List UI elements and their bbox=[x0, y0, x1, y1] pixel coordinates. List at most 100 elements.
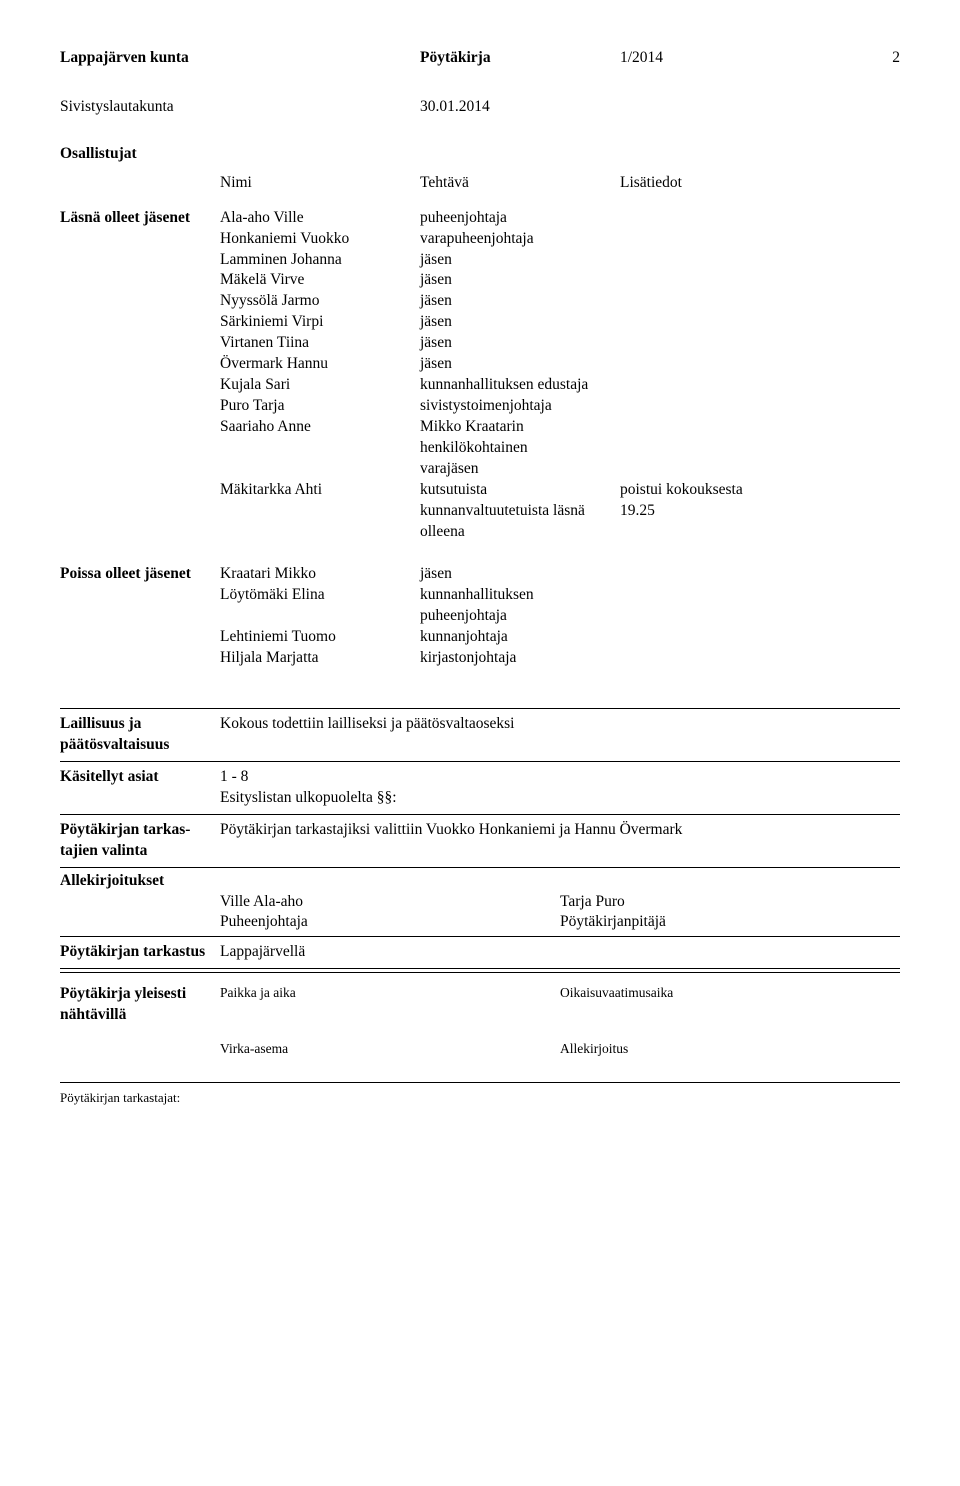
attendee-row: Poissa olleet jäsenetKraatari Mikkojäsen bbox=[60, 564, 900, 585]
review-text: Lappajärvellä bbox=[220, 942, 900, 963]
attendee-role: jäsen bbox=[420, 270, 620, 291]
attendee-role: sivistystoimenjohtaja bbox=[420, 396, 620, 417]
divider bbox=[60, 708, 900, 709]
legality-label-2: päätösvaltaisuus bbox=[60, 735, 220, 756]
meeting-date: 30.01.2014 bbox=[420, 97, 900, 118]
public-label-2: nähtävillä bbox=[60, 1005, 220, 1026]
public-label-1: Pöytäkirja yleisesti bbox=[60, 984, 220, 1005]
attendee-row: Löytömäki Elinakunnanhallituksen bbox=[60, 585, 900, 606]
attendee-row: varajäsen bbox=[60, 459, 900, 480]
attendee-role: olleena bbox=[420, 522, 620, 543]
divider bbox=[60, 814, 900, 815]
attendee-name: Mäkitarkka Ahti bbox=[220, 480, 420, 501]
participants-title: Osallistujat bbox=[60, 144, 900, 165]
legality-text: Kokous todettiin lailliseksi ja päätösva… bbox=[220, 714, 900, 756]
review-label: Pöytäkirjan tarkastus bbox=[60, 942, 220, 963]
signatures-block: Allekirjoitukset Ville Ala-aho Tarja Pur… bbox=[60, 871, 900, 934]
public-signature-label: Allekirjoitus bbox=[560, 1040, 900, 1058]
divider bbox=[60, 968, 900, 969]
attendee-role: jäsen bbox=[420, 291, 620, 312]
public-place-label: Paikka ja aika bbox=[220, 984, 560, 1026]
municipality-name: Lappajärven kunta bbox=[60, 48, 420, 69]
attendee-row: Saariaho AnneMikko Kraatarin bbox=[60, 417, 900, 438]
signatures-label: Allekirjoitukset bbox=[60, 871, 220, 892]
document-number: 1/2014 bbox=[620, 48, 740, 69]
present-label: Läsnä olleet jäsenet bbox=[60, 208, 220, 229]
attendee-row: Särkiniemi Virpijäsen bbox=[60, 312, 900, 333]
document-header: Lappajärven kunta Pöytäkirja 1/2014 2 bbox=[60, 48, 900, 69]
reviewers-row: Pöytäkirjan tarkas- tajien valinta Pöytä… bbox=[60, 818, 900, 864]
attendee-name: Saariaho Anne bbox=[220, 417, 420, 438]
items-row: Käsitellyt asiat 1 - 8 Esityslistan ulko… bbox=[60, 765, 900, 811]
attendee-role: kunnanjohtaja bbox=[420, 627, 620, 648]
attendee-extra: 19.25 bbox=[620, 501, 900, 522]
attendee-row: Lamminen Johannajäsen bbox=[60, 250, 900, 271]
col-name: Nimi bbox=[220, 173, 420, 194]
review-row: Pöytäkirjan tarkastus Lappajärvellä bbox=[60, 940, 900, 965]
attendee-role: kunnanhallituksen bbox=[420, 585, 620, 606]
items-range: 1 - 8 bbox=[220, 767, 900, 788]
attendee-role: varapuheenjohtaja bbox=[420, 229, 620, 250]
attendee-role: kutsutuista bbox=[420, 480, 620, 501]
absent-block: Poissa olleet jäsenetKraatari Mikkojäsen… bbox=[60, 564, 900, 669]
attendee-row: Virtanen Tiinajäsen bbox=[60, 333, 900, 354]
attendee-role: jäsen bbox=[420, 250, 620, 271]
legality-row: Laillisuus ja päätösvaltaisuus Kokous to… bbox=[60, 712, 900, 758]
attendee-role: jäsen bbox=[420, 354, 620, 375]
attendee-role: henkilökohtainen bbox=[420, 438, 620, 459]
present-block: Läsnä olleet jäsenetAla-aho Villepuheenj… bbox=[60, 208, 900, 543]
attendee-row: Kujala Sarikunnanhallituksen edustaja bbox=[60, 375, 900, 396]
attendee-name: Virtanen Tiina bbox=[220, 333, 420, 354]
attendee-name: Nyyssölä Jarmo bbox=[220, 291, 420, 312]
attendee-role: puheenjohtaja bbox=[420, 606, 620, 627]
board-name: Sivistyslautakunta bbox=[60, 97, 420, 118]
items-extra: Esityslistan ulkopuolelta §§: bbox=[220, 788, 900, 809]
attendee-row: Honkaniemi Vuokkovarapuheenjohtaja bbox=[60, 229, 900, 250]
signature-left-name: Ville Ala-aho bbox=[220, 892, 560, 913]
attendee-name: Särkiniemi Virpi bbox=[220, 312, 420, 333]
attendee-name: Hiljala Marjatta bbox=[220, 648, 420, 669]
attendee-name: Kraatari Mikko bbox=[220, 564, 420, 585]
divider bbox=[60, 972, 900, 973]
divider bbox=[60, 936, 900, 937]
footer: Pöytäkirjan tarkastajat: bbox=[60, 1082, 900, 1107]
attendee-role: varajäsen bbox=[420, 459, 620, 480]
footer-text: Pöytäkirjan tarkastajat: bbox=[60, 1083, 900, 1107]
col-role: Tehtävä bbox=[420, 173, 620, 194]
attendee-role: puheenjohtaja bbox=[420, 208, 620, 229]
attendee-role: kirjastonjohtaja bbox=[420, 648, 620, 669]
attendee-name: Ala-aho Ville bbox=[220, 208, 420, 229]
signature-right-title: Pöytäkirjanpitäjä bbox=[560, 912, 900, 933]
attendee-row: kunnanvaltuutetuista läsnä19.25 bbox=[60, 501, 900, 522]
divider bbox=[60, 867, 900, 868]
column-headers: Nimi Tehtävä Lisätiedot bbox=[60, 173, 900, 194]
attendee-row: Lehtiniemi Tuomokunnanjohtaja bbox=[60, 627, 900, 648]
attendee-row: henkilökohtainen bbox=[60, 438, 900, 459]
public-block: Pöytäkirja yleisesti nähtävillä Paikka j… bbox=[60, 984, 900, 1058]
attendee-role: jäsen bbox=[420, 333, 620, 354]
col-spacer bbox=[60, 173, 220, 194]
page-number: 2 bbox=[740, 48, 900, 69]
reviewers-text: Pöytäkirjan tarkastajiksi valittiin Vuok… bbox=[220, 820, 900, 862]
attendee-row: olleena bbox=[60, 522, 900, 543]
attendee-name: Puro Tarja bbox=[220, 396, 420, 417]
public-deadline-label: Oikaisuvaatimusaika bbox=[560, 984, 900, 1026]
attendee-name: Lamminen Johanna bbox=[220, 250, 420, 271]
col-extra: Lisätiedot bbox=[620, 173, 900, 194]
attendee-name: Kujala Sari bbox=[220, 375, 420, 396]
attendee-role: kunnanhallituksen edustaja bbox=[420, 375, 620, 396]
attendee-name: Löytömäki Elina bbox=[220, 585, 420, 606]
absent-label: Poissa olleet jäsenet bbox=[60, 564, 220, 585]
attendee-row: Läsnä olleet jäsenetAla-aho Villepuheenj… bbox=[60, 208, 900, 229]
attendee-row: Nyyssölä Jarmojäsen bbox=[60, 291, 900, 312]
attendee-name: Lehtiniemi Tuomo bbox=[220, 627, 420, 648]
attendee-row: Puro Tarjasivistystoimenjohtaja bbox=[60, 396, 900, 417]
attendee-row: Mäkelä Virvejäsen bbox=[60, 270, 900, 291]
board-row: Sivistyslautakunta 30.01.2014 bbox=[60, 97, 900, 118]
attendee-role: jäsen bbox=[420, 564, 620, 585]
attendee-role: jäsen bbox=[420, 312, 620, 333]
attendee-name: Mäkelä Virve bbox=[220, 270, 420, 291]
reviewers-label-2: tajien valinta bbox=[60, 841, 220, 862]
attendee-name: Övermark Hannu bbox=[220, 354, 420, 375]
legality-label-1: Laillisuus ja bbox=[60, 714, 220, 735]
